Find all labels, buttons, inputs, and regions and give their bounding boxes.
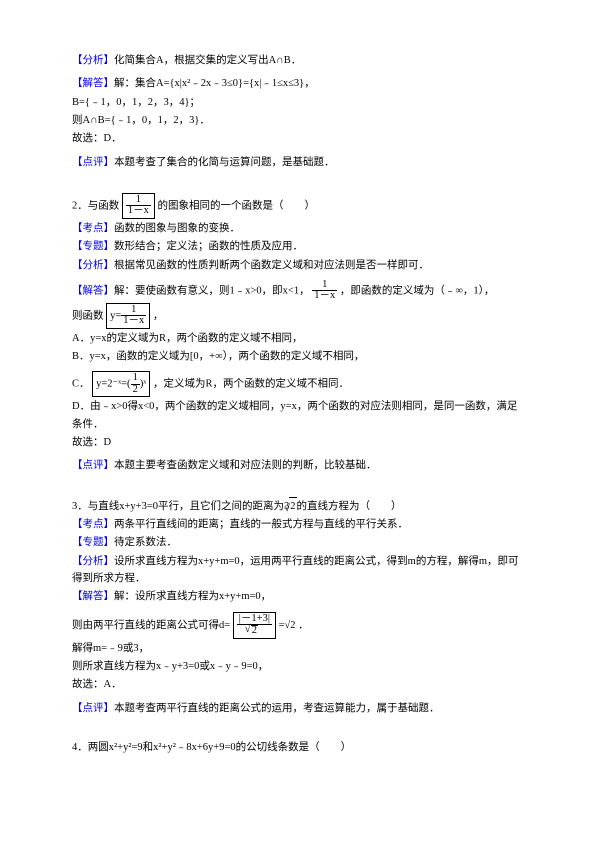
- analysis-text: 根据常见函数的性质判断两个函数定义域和对应法则是否一样即可．: [114, 260, 429, 271]
- q-text-a: 与直线x+y+3=0平行，且它们之间的距离为: [88, 501, 284, 512]
- sec2-topic: 【专题】数形结合；定义法；函数的性质及应用．: [72, 238, 523, 255]
- sec2-sol-l7: 故选：D: [72, 434, 523, 451]
- tag-solution: 【解答】: [72, 78, 114, 89]
- tag-solution: 【解答】: [72, 591, 114, 602]
- sec3-topic: 【专题】待定系数法．: [72, 534, 523, 551]
- formula-option-c: y=2⁻ˣ=(12)ˣ: [92, 371, 150, 397]
- sec2-sol-l6: D．由﹣x>0得x<0，两个函数的定义域相同，y=x，两个函数的对应法则相同，是…: [72, 398, 523, 433]
- sec2-point: 【考点】函数的图象与图象的变换．: [72, 220, 523, 237]
- sec2-analysis: 【分析】根据常见函数的性质判断两个函数定义域和对应法则是否一样即可．: [72, 257, 523, 274]
- q-num: 3．: [72, 501, 88, 512]
- q-num: 4．: [72, 742, 88, 753]
- sol-l5a: C．: [72, 379, 90, 390]
- comment-text: 本题考查了集合的化简与运算问题，是基础题．: [114, 157, 335, 168]
- sol-l5b: ，定义域为R，两个函数的定义域不相同．: [153, 379, 349, 390]
- sol-text: 解：集合A={x|x²﹣2x﹣3≤0}={x|﹣1≤x≤3}，: [114, 78, 315, 89]
- tag-solution: 【解答】: [72, 285, 114, 296]
- q-text-a: 与函数: [88, 200, 120, 211]
- sec1-solution-l2: B={﹣1，0，1，2，3，4}；: [72, 94, 523, 111]
- sol-l2-a: 则由两平行直线的距离公式可得d=: [72, 619, 230, 630]
- sec1-solution-l4: 故选：D．: [72, 130, 523, 147]
- topic-text: 数形结合；定义法；函数的性质及应用．: [114, 241, 303, 252]
- sol-text-a: 解：要使函数有意义，则1﹣x>0，即x<1，: [114, 285, 310, 296]
- sqrt2: 2: [289, 497, 296, 515]
- point-text: 函数的图象与图象的变换．: [114, 223, 240, 234]
- sec2-sol-l5: C． y=2⁻ˣ=(12)ˣ ，定义域为R，两个函数的定义域不相同．: [72, 371, 523, 397]
- page-container: { "colors": { "tag": "#0000ff", "text": …: [0, 0, 595, 797]
- q-text-b: 的直线方程为（ ）: [297, 501, 402, 512]
- formula-frac1: 11－x: [122, 193, 155, 219]
- sec1-solution-l1: 【解答】解：集合A={x|x²﹣2x﹣3≤0}={x|﹣1≤x≤3}，: [72, 75, 523, 92]
- topic-text: 待定系数法．: [114, 537, 177, 548]
- tag-analysis: 【分析】: [72, 55, 114, 66]
- tag-topic: 【专题】: [72, 241, 114, 252]
- frac2: 11－x: [312, 280, 337, 302]
- sec3-sol-l2: 则由两平行直线的距离公式可得d= |－1+3|√2 =√2 ．: [72, 612, 523, 639]
- analysis-text: 化简集合A，根据交集的定义写出A∩B．: [114, 55, 301, 66]
- tag-analysis: 【分析】: [72, 556, 114, 567]
- sec2-question: 2．与函数 11－x 的图象相同的一个函数是（ ）: [72, 193, 523, 219]
- sol-text: 解：设所求直线方程为x+y+m=0，: [114, 591, 271, 602]
- comment-text: 本题主要考查函数定义域和对应法则的判断，比较基础．: [114, 460, 377, 471]
- sec1-solution-l3: 则A∩B={﹣1，0，1，2，3}．: [72, 112, 523, 129]
- sec3-comment: 【点评】本题考查两平行直线的距离公式的运用，考查运算能力，属于基础题．: [72, 700, 523, 717]
- comment-text: 本题考查两平行直线的距离公式的运用，考查运算能力，属于基础题．: [114, 703, 440, 714]
- sec1-analysis: 【分析】化简集合A，根据交集的定义写出A∩B．: [72, 52, 523, 69]
- sec1-comment: 【点评】本题考查了集合的化简与运算问题，是基础题．: [72, 154, 523, 171]
- formula-y-frac: y=11－x: [106, 303, 150, 329]
- sec3-question: 3．与直线x+y+3=0平行，且它们之间的距离为32√的直线方程为（ ）: [72, 497, 523, 515]
- sec2-sol-l4: B．y=x，函数的定义域为[0，+∞），两个函数的定义域不相同，: [72, 348, 523, 365]
- formula-dist: |－1+3|√2: [233, 612, 276, 639]
- sec3-sol-l3: 解得m=﹣9或3，: [72, 640, 523, 657]
- q-text: 两圆x²+y²=9和x²+y²﹣8x+6y+9=0的公切线条数是（ ）: [88, 742, 351, 753]
- sqrt2b: √2: [284, 619, 295, 630]
- sec3-point: 【考点】两条平行直线间的距离；直线的一般式方程与直线的平行关系．: [72, 516, 523, 533]
- tag-comment: 【点评】: [72, 460, 114, 471]
- sec2-comment: 【点评】本题主要考查函数定义域和对应法则的判断，比较基础．: [72, 457, 523, 474]
- tag-analysis: 【分析】: [72, 260, 114, 271]
- point-text: 两条平行直线间的距离；直线的一般式方程与直线的平行关系．: [114, 519, 408, 530]
- sec3-analysis: 【分析】设所求直线方程为x+y+m=0，运用两平行直线的距离公式，得到m的方程，…: [72, 553, 523, 588]
- sol-l2-c: ．: [298, 619, 309, 630]
- sec2-sol-l2: 则函数 y=11－x ，: [72, 303, 523, 329]
- tag-comment: 【点评】: [72, 157, 114, 168]
- sol-l2-a: 则函数: [72, 310, 104, 321]
- sol-text-b: ，即函数的定义域为（﹣∞，1），: [340, 285, 495, 296]
- tag-point: 【考点】: [72, 519, 114, 530]
- sec2-sol-l1: 【解答】解：要使函数有意义，则1﹣x>0，即x<1， 11－x ，即函数的定义域…: [72, 280, 523, 302]
- q-num: 2．: [72, 200, 88, 211]
- tag-topic: 【专题】: [72, 537, 114, 548]
- sec2-sol-l3: A．y=x的定义域为R，两个函数的定义域不相同，: [72, 330, 523, 347]
- q-text-b: 的图象相同的一个函数是（ ）: [158, 200, 316, 211]
- analysis-text: 设所求直线方程为x+y+m=0，运用两平行直线的距离公式，得到m的方程，解得m，…: [72, 556, 519, 584]
- sec4-question: 4．两圆x²+y²=9和x²+y²﹣8x+6y+9=0的公切线条数是（ ）: [72, 739, 523, 756]
- sec3-sol-l4: 则所求直线方程为x﹣y+3=0或x﹣y﹣9=0，: [72, 658, 523, 675]
- sec3-sol-l1: 【解答】解：设所求直线方程为x+y+m=0，: [72, 588, 523, 605]
- sol-l2-b: ，: [153, 310, 164, 321]
- tag-comment: 【点评】: [72, 703, 114, 714]
- sec3-sol-l5: 故选：A．: [72, 676, 523, 693]
- tag-point: 【考点】: [72, 223, 114, 234]
